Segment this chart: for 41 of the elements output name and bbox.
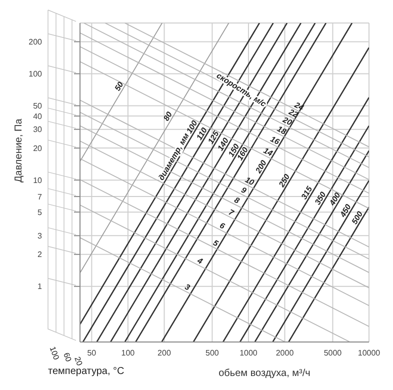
y-tick-label: 3 — [38, 232, 43, 241]
x-tick-label: 10000 — [358, 348, 381, 358]
text: 350 — [313, 190, 328, 206]
y-tick-label: 50 — [33, 102, 43, 111]
y-tick-label: 100 — [28, 70, 43, 79]
x-tick-label: 2000 — [276, 348, 294, 358]
text: 4 — [195, 256, 205, 266]
y-tick-label: 30 — [33, 125, 43, 134]
y-tick-label: 20 — [33, 144, 43, 153]
text: 6 — [218, 220, 227, 232]
x-tick-label: 200 — [158, 348, 172, 358]
y-tick-label: 10 — [33, 176, 43, 185]
text: 20 — [72, 355, 84, 368]
text: 18 — [276, 124, 288, 137]
x-tick-label: 50 — [87, 348, 97, 358]
text: 3 — [183, 282, 192, 293]
text: 9 — [240, 185, 248, 196]
text: 80 — [162, 110, 174, 122]
y-tick-label: 40 — [33, 112, 43, 121]
text: 60 — [62, 351, 74, 364]
text: 14 — [262, 146, 274, 158]
y-tick-label: 2 — [38, 250, 43, 260]
text: 7 — [227, 208, 236, 218]
x-tick-label: 1000 — [240, 348, 258, 358]
text: 250 — [276, 172, 292, 190]
text: 110 — [194, 126, 210, 142]
text: 16 — [268, 134, 282, 147]
y-tick-label: 7 — [38, 192, 43, 202]
y-axis-title: Давление, Па — [14, 118, 25, 182]
y-tick-label: 1 — [38, 282, 43, 292]
text: 50 — [113, 80, 126, 93]
text: 8 — [232, 195, 242, 206]
x-tick-label: 5000 — [324, 348, 342, 358]
x-axis-title: обьем воздуха, м³/ч — [218, 368, 310, 379]
y-tick-label: 5 — [38, 208, 43, 217]
text: температура, °C — [48, 366, 124, 377]
x-tick-label: 100 — [121, 348, 136, 358]
y-tick-label: 200 — [28, 38, 43, 47]
x-tick-label: 500 — [206, 348, 220, 358]
text: 5 — [212, 238, 220, 249]
text: 10 — [244, 175, 256, 188]
